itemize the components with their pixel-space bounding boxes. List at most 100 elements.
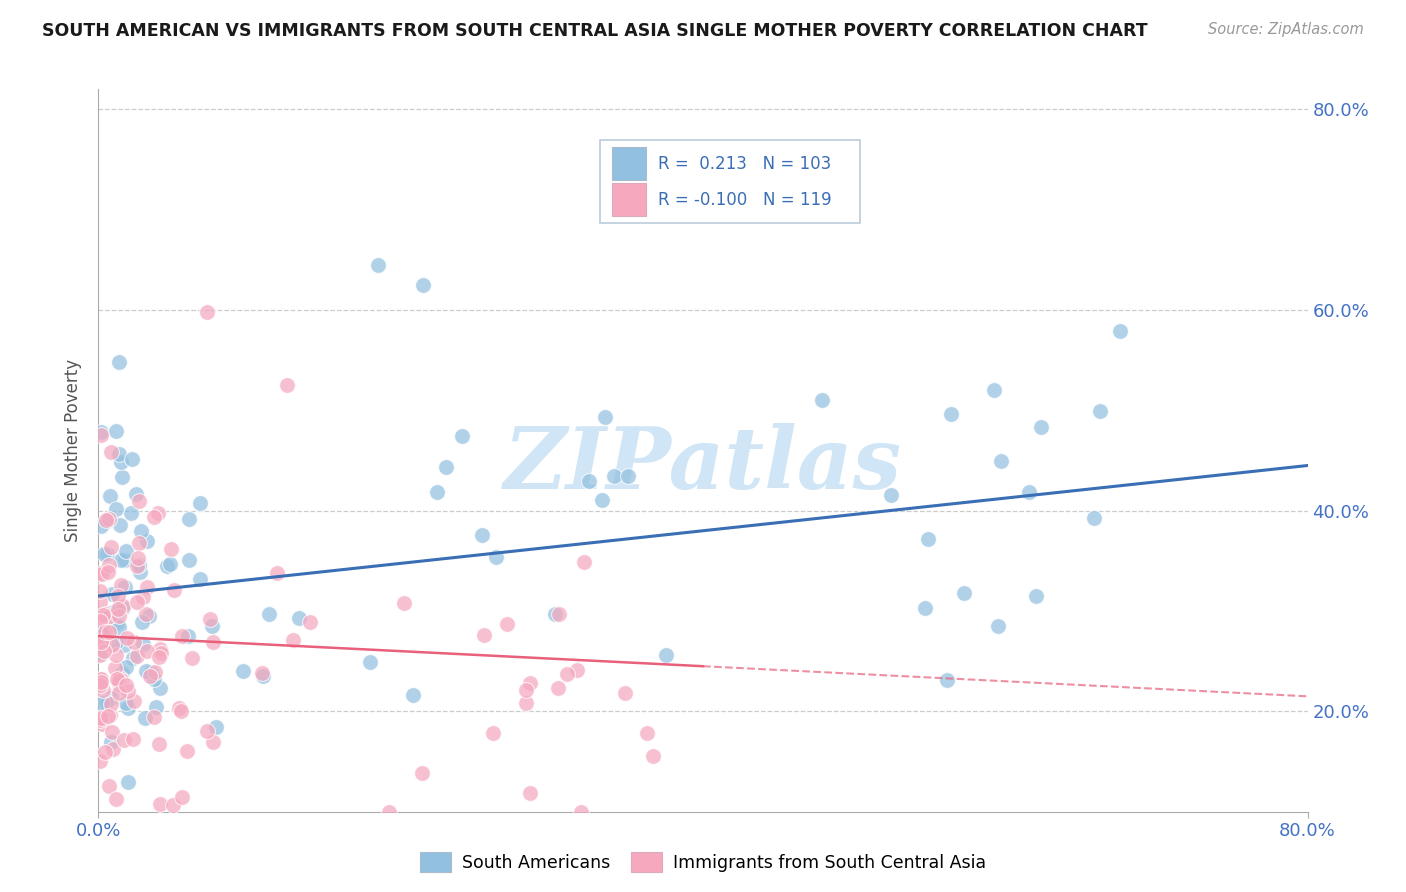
Point — [98, 512, 121, 526]
Point — [100, 608, 122, 623]
Point — [990, 454, 1012, 468]
Point — [145, 699, 167, 714]
Point — [495, 616, 517, 631]
Point — [98, 707, 121, 722]
Point — [101, 605, 124, 619]
Point — [90, 626, 112, 640]
Point — [299, 615, 322, 629]
Point — [156, 559, 179, 574]
Point — [115, 696, 138, 710]
Point — [569, 805, 592, 819]
Point — [471, 528, 494, 542]
Point — [148, 649, 170, 664]
Point — [142, 509, 165, 524]
Text: Source: ZipAtlas.com: Source: ZipAtlas.com — [1208, 22, 1364, 37]
Point — [567, 663, 589, 677]
Point — [259, 607, 281, 622]
Point — [593, 409, 616, 424]
Point — [160, 542, 183, 557]
Point — [107, 601, 129, 615]
Point — [90, 633, 112, 648]
Point — [110, 455, 132, 469]
Point — [125, 559, 148, 574]
Point — [515, 696, 537, 710]
Point — [953, 586, 976, 600]
Point — [143, 710, 166, 724]
Point — [485, 550, 508, 565]
Point — [110, 673, 132, 687]
Point — [547, 681, 569, 695]
Point — [205, 720, 228, 734]
Point — [572, 555, 595, 569]
Point — [89, 714, 111, 728]
Point — [149, 797, 172, 812]
Point — [177, 512, 200, 526]
Point — [266, 566, 288, 580]
Point — [98, 558, 121, 573]
Point — [97, 625, 120, 640]
Point — [89, 595, 111, 609]
Point — [987, 619, 1010, 633]
Point — [643, 749, 665, 764]
Point — [90, 628, 112, 642]
Point — [170, 629, 193, 643]
Point — [287, 611, 309, 625]
Point — [101, 638, 124, 652]
Point — [983, 383, 1005, 397]
Point — [90, 425, 112, 439]
Point — [162, 798, 184, 813]
Point — [138, 609, 160, 624]
Point — [125, 648, 148, 663]
Point — [578, 475, 600, 489]
Point — [163, 582, 186, 597]
Point — [198, 612, 221, 626]
Point — [100, 690, 122, 705]
FancyBboxPatch shape — [613, 147, 647, 179]
Point — [941, 408, 963, 422]
Point — [167, 701, 190, 715]
Point — [108, 677, 131, 691]
Point — [112, 599, 135, 613]
Point — [96, 514, 118, 528]
Point — [669, 204, 692, 219]
Point — [96, 547, 118, 561]
Point — [100, 445, 122, 459]
Point — [89, 584, 111, 599]
Point — [131, 615, 153, 630]
Point — [914, 600, 936, 615]
Point — [134, 711, 156, 725]
Point — [170, 704, 193, 718]
Point — [125, 595, 148, 609]
Point — [111, 601, 134, 615]
Point — [110, 518, 132, 533]
Point — [104, 648, 127, 662]
Point — [122, 650, 145, 665]
Point — [129, 565, 152, 579]
Point — [148, 737, 170, 751]
Point — [117, 774, 139, 789]
Point — [359, 655, 381, 669]
Point — [97, 709, 120, 723]
Point — [108, 608, 131, 623]
Point — [1109, 324, 1132, 338]
Point — [104, 607, 127, 621]
Point — [378, 805, 401, 819]
Point — [139, 665, 162, 680]
Point — [135, 607, 157, 621]
Point — [121, 452, 143, 467]
Point — [93, 547, 115, 561]
Point — [107, 620, 129, 634]
Point — [112, 638, 135, 652]
Point — [115, 543, 138, 558]
Point — [515, 682, 537, 697]
Point — [90, 646, 112, 660]
Point — [117, 701, 139, 715]
Point — [181, 651, 204, 665]
Point — [90, 632, 112, 647]
Point — [402, 688, 425, 702]
Point — [91, 696, 114, 710]
Point — [94, 745, 117, 759]
Point — [100, 734, 122, 748]
Point — [451, 429, 474, 443]
Point — [108, 354, 131, 368]
